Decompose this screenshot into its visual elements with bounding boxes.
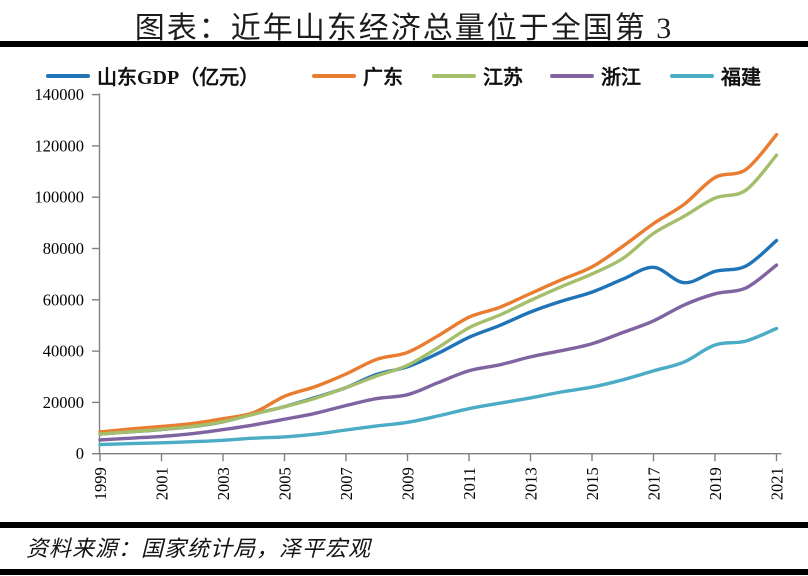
top-divider [0,41,808,47]
y-tick-label: 60000 [43,290,84,309]
x-tick-label: 2003 [214,467,233,500]
x-tick-label: 2011 [460,467,479,499]
x-tick-label: 2005 [276,467,295,500]
series-line-zhejiang [98,263,779,442]
y-tick-label: 0 [76,444,84,463]
legend-line-swatch-fujian [670,73,714,78]
series-line-guangdong [98,133,779,434]
legend-line-swatch-zhejiang [550,73,594,78]
x-tick-label: 2001 [153,467,172,500]
y-tick-label: 40000 [43,342,84,361]
legend-item-jiangsu: 江苏 [432,61,523,90]
legend-item-guangdong: 广东 [312,61,403,90]
y-tick-label: 80000 [43,239,84,258]
legend-item-shandong: 山东GDP（亿元） [46,61,259,90]
chart-legend: 山东GDP（亿元） 广东 江苏 浙江 福建 [0,61,808,89]
x-tick-label: 2021 [768,467,787,500]
legend-label-zhejiang: 浙江 [601,67,641,89]
y-tick-label: 140000 [35,85,85,104]
x-tick-label: 2007 [337,467,356,500]
series-line-jiangsu [98,153,779,436]
series-line-fujian [98,326,779,447]
bottom-divider [0,569,808,575]
source-note: 资料来源：国家统计局，泽平宏观 [26,536,372,561]
legend-line-swatch-shandong [46,73,90,78]
x-tick-label: 2013 [522,467,541,500]
legend-line-swatch-guangdong [312,73,356,78]
chart-title: 图表：近年山东经济总量位于全国第 3 [134,12,674,45]
x-tick-label: 2015 [583,467,602,500]
legend-item-zhejiang: 浙江 [550,61,641,90]
legend-label-jiangsu: 江苏 [483,67,523,89]
y-tick-label: 100000 [35,188,85,207]
legend-line-swatch-jiangsu [432,73,476,78]
x-tick-label: 2009 [399,467,418,500]
x-tick-label: 2019 [706,467,725,500]
x-tick-label: 2017 [645,467,664,500]
legend-label-guangdong: 广东 [363,67,403,89]
legend-label-fujian: 福建 [721,67,761,89]
y-tick-label: 20000 [43,393,84,412]
x-tick-label: 1999 [91,467,110,500]
y-tick-label: 120000 [35,136,85,155]
legend-label-shandong: 山东GDP（亿元） [97,67,260,89]
legend-item-fujian: 福建 [670,61,761,90]
source-divider [0,522,808,528]
